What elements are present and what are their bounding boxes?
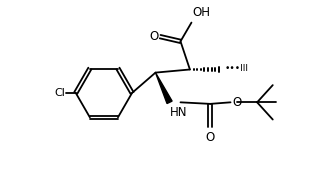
Text: OH: OH xyxy=(192,6,210,19)
Text: O: O xyxy=(150,30,159,43)
Text: HN: HN xyxy=(170,106,188,119)
Text: O: O xyxy=(232,96,241,109)
Text: Cl: Cl xyxy=(54,88,65,98)
Text: •••III: •••III xyxy=(224,64,249,73)
Text: O: O xyxy=(206,131,215,144)
Polygon shape xyxy=(156,73,172,104)
